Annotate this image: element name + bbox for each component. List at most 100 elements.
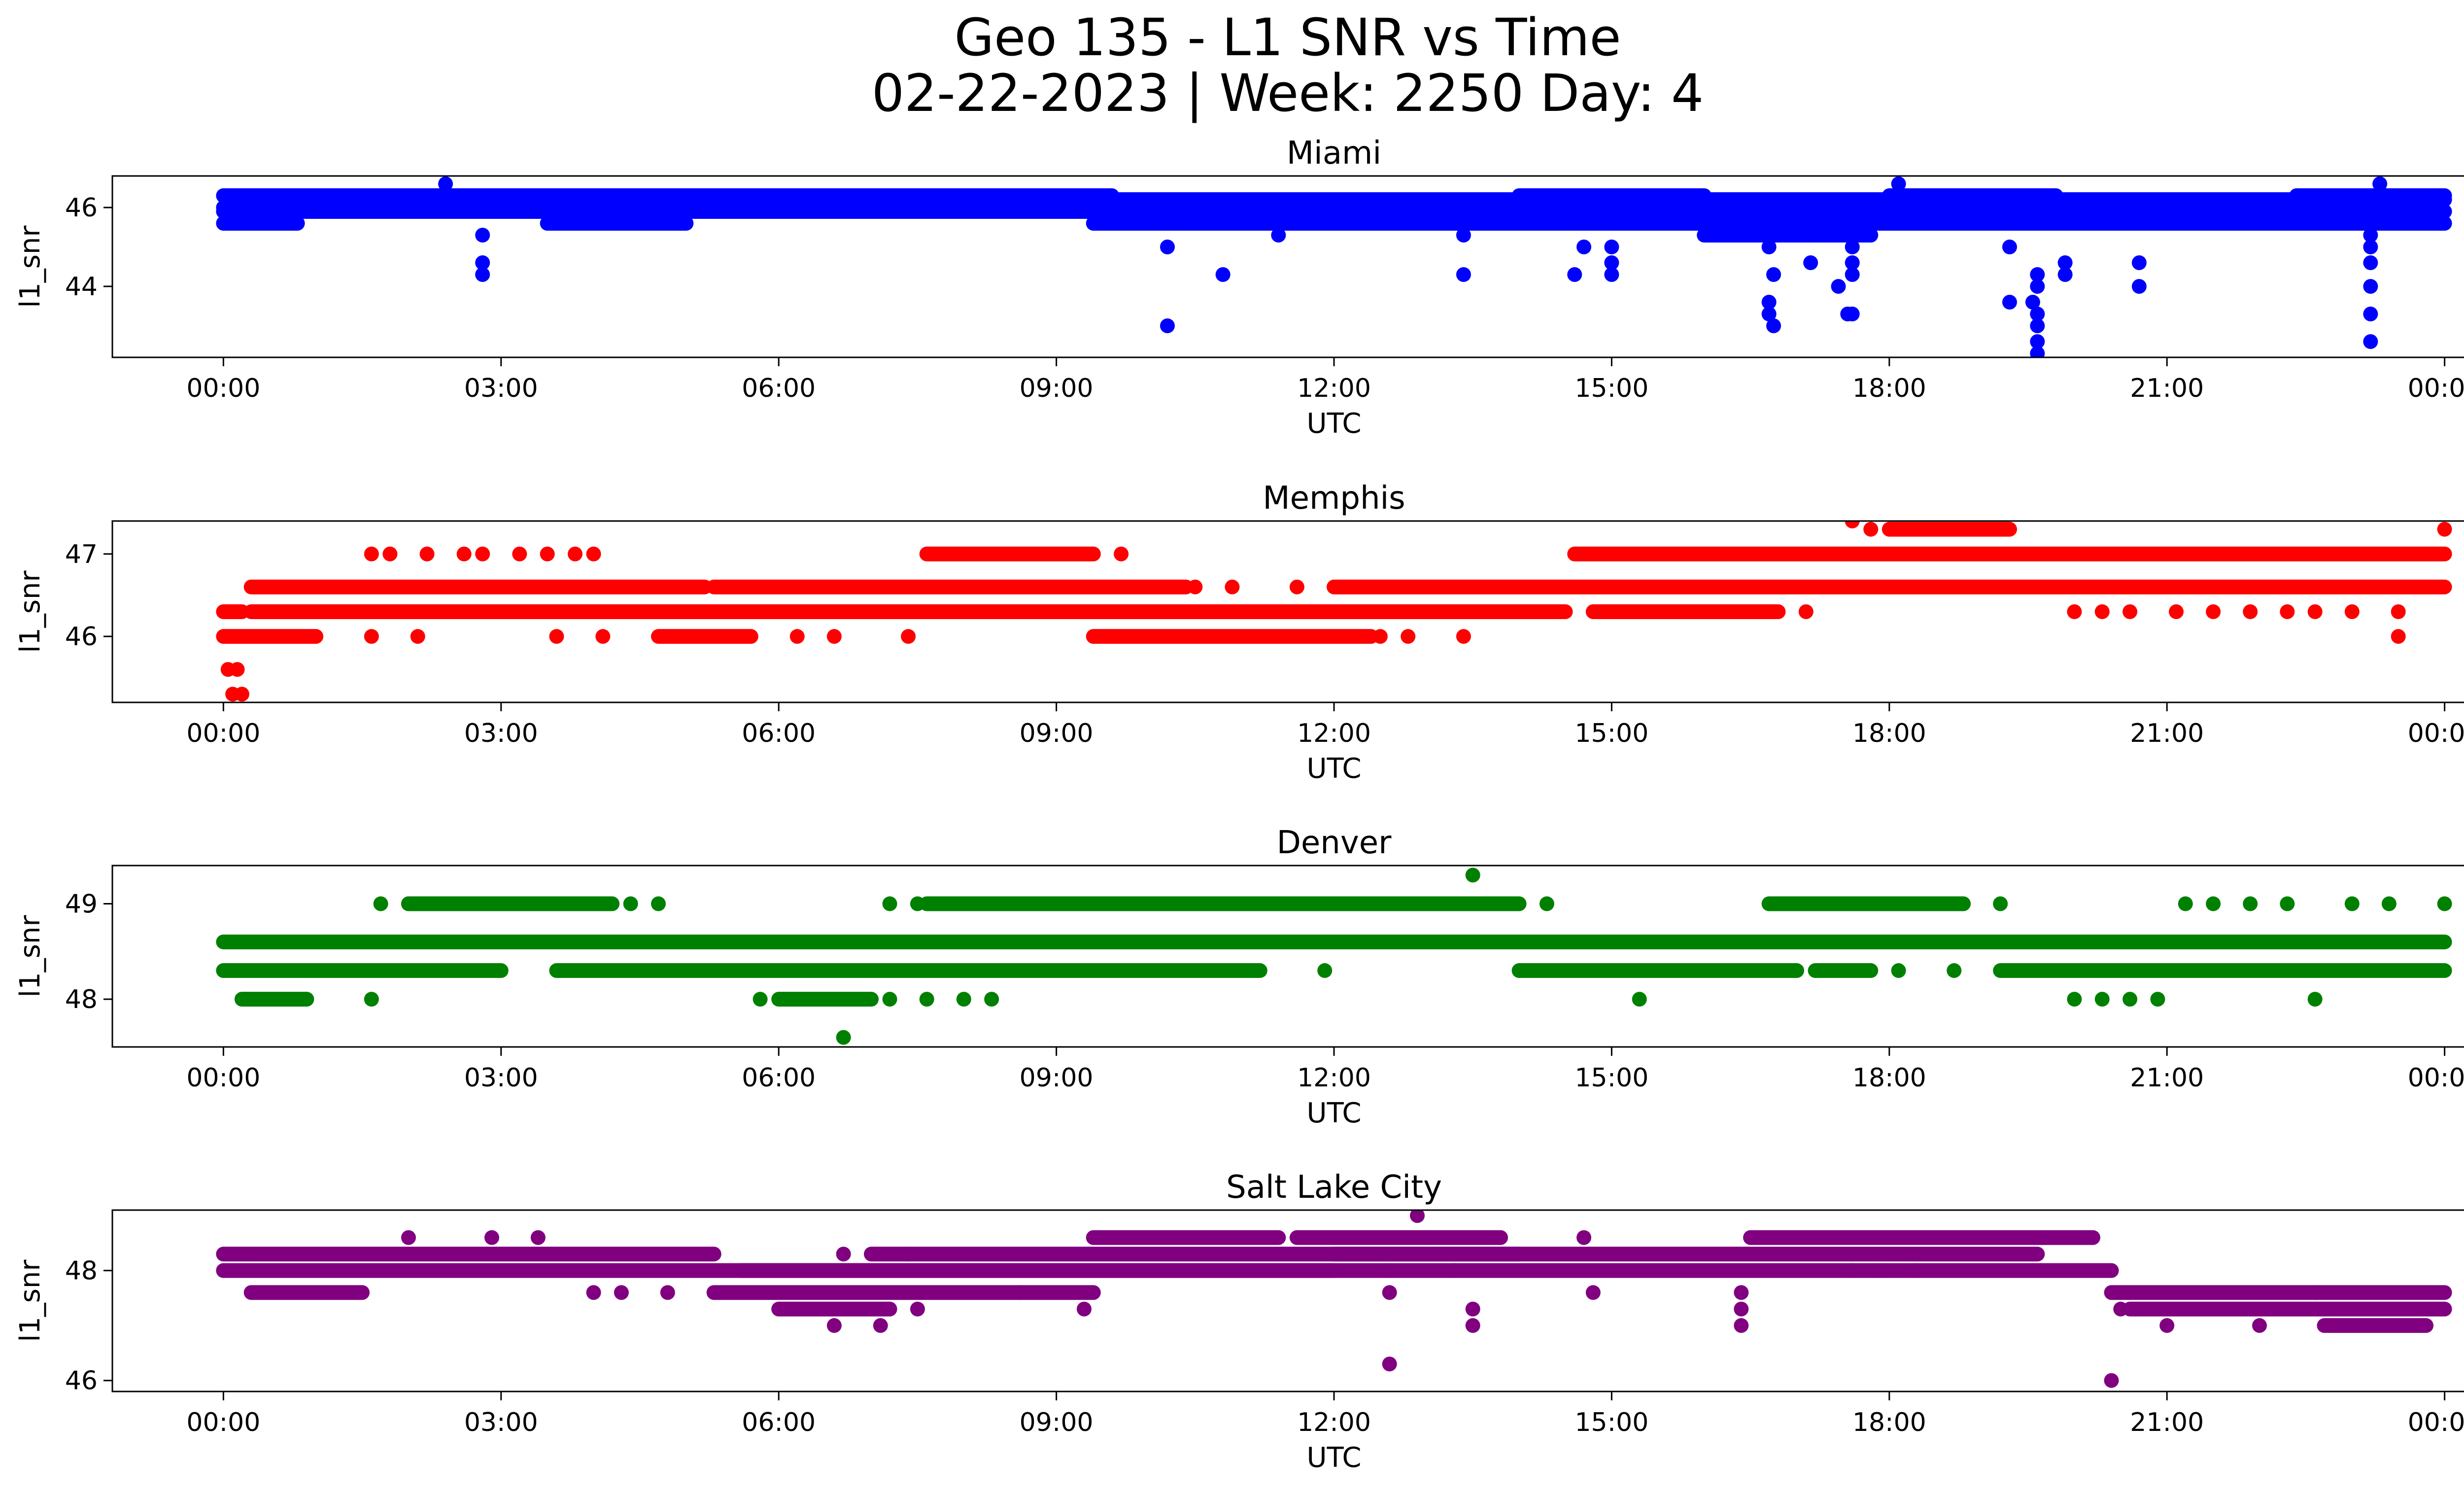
data-point <box>364 546 379 561</box>
data-point <box>2113 1301 2128 1317</box>
data-point <box>789 629 805 644</box>
x-tick-label: 15:00 <box>1574 1063 1648 1093</box>
figure-title-line2: 02-22-2023 | Week: 2250 Day: 4 <box>872 63 1704 123</box>
x-tick-label: 12:00 <box>1297 719 1371 748</box>
data-point <box>1188 579 1203 594</box>
data-point <box>1845 1263 1860 1278</box>
data-point <box>623 896 638 911</box>
data-point <box>2002 295 2017 310</box>
x-axis-label: UTC <box>1306 408 1361 440</box>
data-point <box>1632 992 1647 1007</box>
data-point <box>2307 992 2323 1007</box>
data-point <box>826 629 842 644</box>
x-tick-label: 18:00 <box>1852 719 1926 748</box>
data-point <box>2178 896 2193 911</box>
data-point <box>1831 279 1846 294</box>
data-point <box>364 992 379 1007</box>
data-point <box>2391 629 2406 644</box>
data-point <box>2363 307 2378 321</box>
x-tick-label: 03:00 <box>464 719 538 748</box>
x-tick-label: 06:00 <box>742 1063 816 1093</box>
x-tick-label: 03:00 <box>464 374 538 403</box>
data-point <box>1766 267 1781 282</box>
data-point <box>2206 604 2221 619</box>
x-tick-label: 12:00 <box>1297 1408 1371 1437</box>
data-point <box>410 629 425 644</box>
data-point <box>1947 963 1962 978</box>
data-point <box>438 176 453 191</box>
subplot-salt-lake-city: Salt Lake City 00:00 03:00 06:00 09:00 12:00 1… <box>14 1169 2464 1474</box>
x-tick-label: 00:00 <box>186 719 260 748</box>
x-tick-label: 03:00 <box>464 1063 538 1093</box>
data-point <box>2363 255 2378 270</box>
data-point <box>2280 896 2295 911</box>
data-point <box>1410 1210 1425 1223</box>
data-point <box>1539 896 1554 911</box>
x-tick-label: 15:00 <box>1574 1408 1648 1437</box>
data-point <box>1419 1230 1434 1245</box>
y-tick-label: 47 <box>65 540 98 569</box>
data-point <box>2381 896 2396 911</box>
data-point <box>2372 176 2388 191</box>
y-axis-label: l1_snr <box>14 915 46 998</box>
data-point <box>1845 307 1860 321</box>
y-tick-label: 46 <box>65 193 98 223</box>
data-point <box>1734 1318 1749 1333</box>
data-point <box>910 1301 925 1317</box>
data-point <box>1761 295 1777 310</box>
data-point <box>2243 604 2258 619</box>
data-point <box>2344 604 2360 619</box>
data-point <box>382 546 398 561</box>
subplot-denver: Denver 00:00 03:00 06:00 09:00 12:00 15:00 18:0… <box>14 825 2464 1129</box>
data-point <box>1465 1318 1480 1333</box>
data-point <box>1465 1301 1480 1317</box>
data-point <box>2159 1318 2175 1333</box>
figure-title-line1: Geo 135 - L1 SNR vs Time <box>954 7 1621 68</box>
x-tick-label: 03:00 <box>464 1408 538 1437</box>
x-tick-label: 12:00 <box>1297 1063 1371 1093</box>
y-tick-label: 44 <box>65 272 98 302</box>
x-tick-label: 09:00 <box>1020 719 1094 748</box>
data-points <box>216 868 2452 1045</box>
data-point <box>419 546 435 561</box>
data-point <box>230 662 245 677</box>
data-point <box>753 992 768 1007</box>
data-point <box>1585 1285 1601 1300</box>
y-axis-label: l1_snr <box>14 1259 46 1342</box>
data-point <box>826 1318 842 1333</box>
data-point <box>373 896 388 911</box>
x-tick-label: 09:00 <box>1020 1063 1094 1093</box>
data-point <box>1465 868 1480 883</box>
data-point <box>475 546 490 561</box>
data-point <box>2363 279 2378 294</box>
data-point <box>2094 992 2110 1007</box>
data-point <box>2363 240 2378 254</box>
data-point <box>2206 896 2221 911</box>
data-point <box>660 1285 675 1300</box>
x-tick-label: 21:00 <box>2130 1408 2204 1437</box>
data-point <box>1215 267 1231 282</box>
data-points <box>216 176 2452 357</box>
data-point <box>2122 992 2138 1007</box>
data-points <box>216 521 2452 702</box>
data-point <box>2437 896 2452 911</box>
data-point <box>1576 1230 1592 1245</box>
x-tick-label: 00:00 <box>2408 1408 2464 1437</box>
data-point <box>1766 318 1781 333</box>
data-point <box>1317 963 1333 978</box>
data-point <box>2025 295 2040 310</box>
y-axis-label: l1_snr <box>14 225 46 308</box>
subplot-title: Miami <box>1287 135 1381 172</box>
x-tick-label: 18:00 <box>1852 374 1926 403</box>
data-point <box>1761 307 1777 321</box>
data-point <box>540 546 555 561</box>
data-point <box>549 629 564 644</box>
data-point <box>586 546 601 561</box>
x-tick-label: 15:00 <box>1574 374 1648 403</box>
data-point <box>2030 307 2045 321</box>
data-point <box>2363 228 2378 243</box>
x-tick-label: 21:00 <box>2130 719 2204 748</box>
x-tick-label: 09:00 <box>1020 1408 1094 1437</box>
data-point <box>1456 267 1471 282</box>
